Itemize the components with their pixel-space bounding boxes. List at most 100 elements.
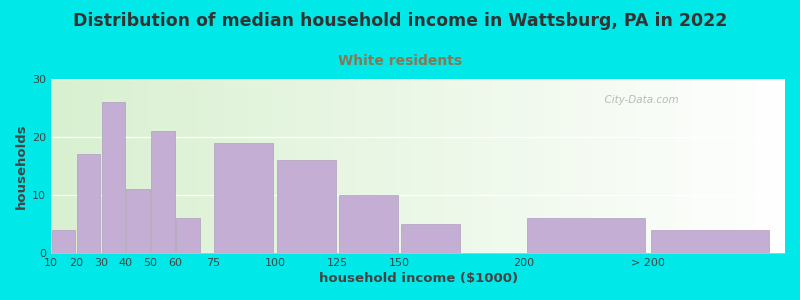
Bar [52, 230, 75, 253]
Bar [264, 79, 269, 253]
Bar [719, 79, 724, 253]
Bar [488, 79, 493, 253]
Bar [572, 79, 577, 253]
Bar [84, 79, 89, 253]
Bar [517, 79, 522, 253]
Bar [521, 79, 526, 253]
Bar [606, 79, 610, 253]
Bar [470, 79, 474, 253]
Bar [407, 79, 412, 253]
Bar [506, 79, 511, 253]
Bar [176, 218, 200, 253]
Bar [759, 79, 764, 253]
Bar [214, 143, 274, 253]
Bar [561, 79, 566, 253]
Bar [766, 79, 771, 253]
Bar [741, 79, 746, 253]
Bar [642, 79, 647, 253]
Bar [620, 79, 625, 253]
Bar [341, 79, 346, 253]
Bar [774, 79, 779, 253]
Bar [708, 79, 713, 253]
Bar [543, 79, 548, 253]
Bar [650, 79, 654, 253]
Bar [125, 79, 130, 253]
Bar [651, 230, 770, 253]
Bar [334, 79, 338, 253]
Bar [657, 79, 662, 253]
Bar [271, 79, 276, 253]
Bar [778, 79, 782, 253]
Bar [378, 79, 382, 253]
Bar [491, 79, 496, 253]
Bar [55, 79, 60, 253]
Bar [117, 79, 122, 253]
Bar [99, 79, 104, 253]
Bar [312, 79, 317, 253]
Bar [660, 79, 665, 253]
Bar [433, 79, 438, 253]
Bar [770, 79, 775, 253]
Bar [301, 79, 306, 253]
Bar [634, 79, 639, 253]
Bar [146, 79, 151, 253]
Bar [345, 79, 350, 253]
Bar [539, 79, 544, 253]
Bar [190, 79, 195, 253]
Bar [667, 79, 673, 253]
Bar [598, 79, 602, 253]
Bar [495, 79, 500, 253]
Bar [66, 79, 70, 253]
Bar [198, 79, 203, 253]
Bar [763, 79, 768, 253]
Bar [498, 79, 504, 253]
Bar [734, 79, 738, 253]
Bar [385, 79, 390, 253]
Bar [91, 79, 97, 253]
Bar [224, 79, 229, 253]
Bar [77, 154, 100, 253]
Bar [278, 79, 283, 253]
Bar [502, 79, 507, 253]
Bar [675, 79, 680, 253]
Bar [162, 79, 166, 253]
Bar [532, 79, 537, 253]
Bar [745, 79, 750, 253]
Bar [447, 79, 452, 253]
Bar [414, 79, 419, 253]
Bar [704, 79, 709, 253]
Bar [315, 79, 320, 253]
Bar [738, 79, 742, 253]
Bar [664, 79, 669, 253]
Bar [401, 224, 460, 253]
Bar [150, 79, 155, 253]
Bar [701, 79, 706, 253]
Bar [326, 79, 331, 253]
Bar [277, 160, 336, 253]
Bar [290, 79, 294, 253]
Bar [176, 79, 181, 253]
Bar [715, 79, 720, 253]
Bar [682, 79, 687, 253]
Bar [590, 79, 595, 253]
Bar [782, 79, 786, 253]
Bar [213, 79, 218, 253]
Bar [297, 79, 302, 253]
Bar [722, 79, 727, 253]
Bar [396, 79, 401, 253]
Bar [135, 79, 141, 253]
Bar [363, 79, 368, 253]
Bar [194, 79, 199, 253]
Bar [756, 79, 761, 253]
Bar [202, 79, 206, 253]
Bar [143, 79, 148, 253]
Bar [172, 79, 177, 253]
Bar [319, 79, 324, 253]
Bar [128, 79, 133, 253]
Bar [356, 79, 361, 253]
Y-axis label: households: households [15, 123, 28, 209]
Bar [294, 79, 298, 253]
Text: Distribution of median household income in Wattsburg, PA in 2022: Distribution of median household income … [73, 12, 727, 30]
Bar [250, 79, 254, 253]
Bar [110, 79, 114, 253]
